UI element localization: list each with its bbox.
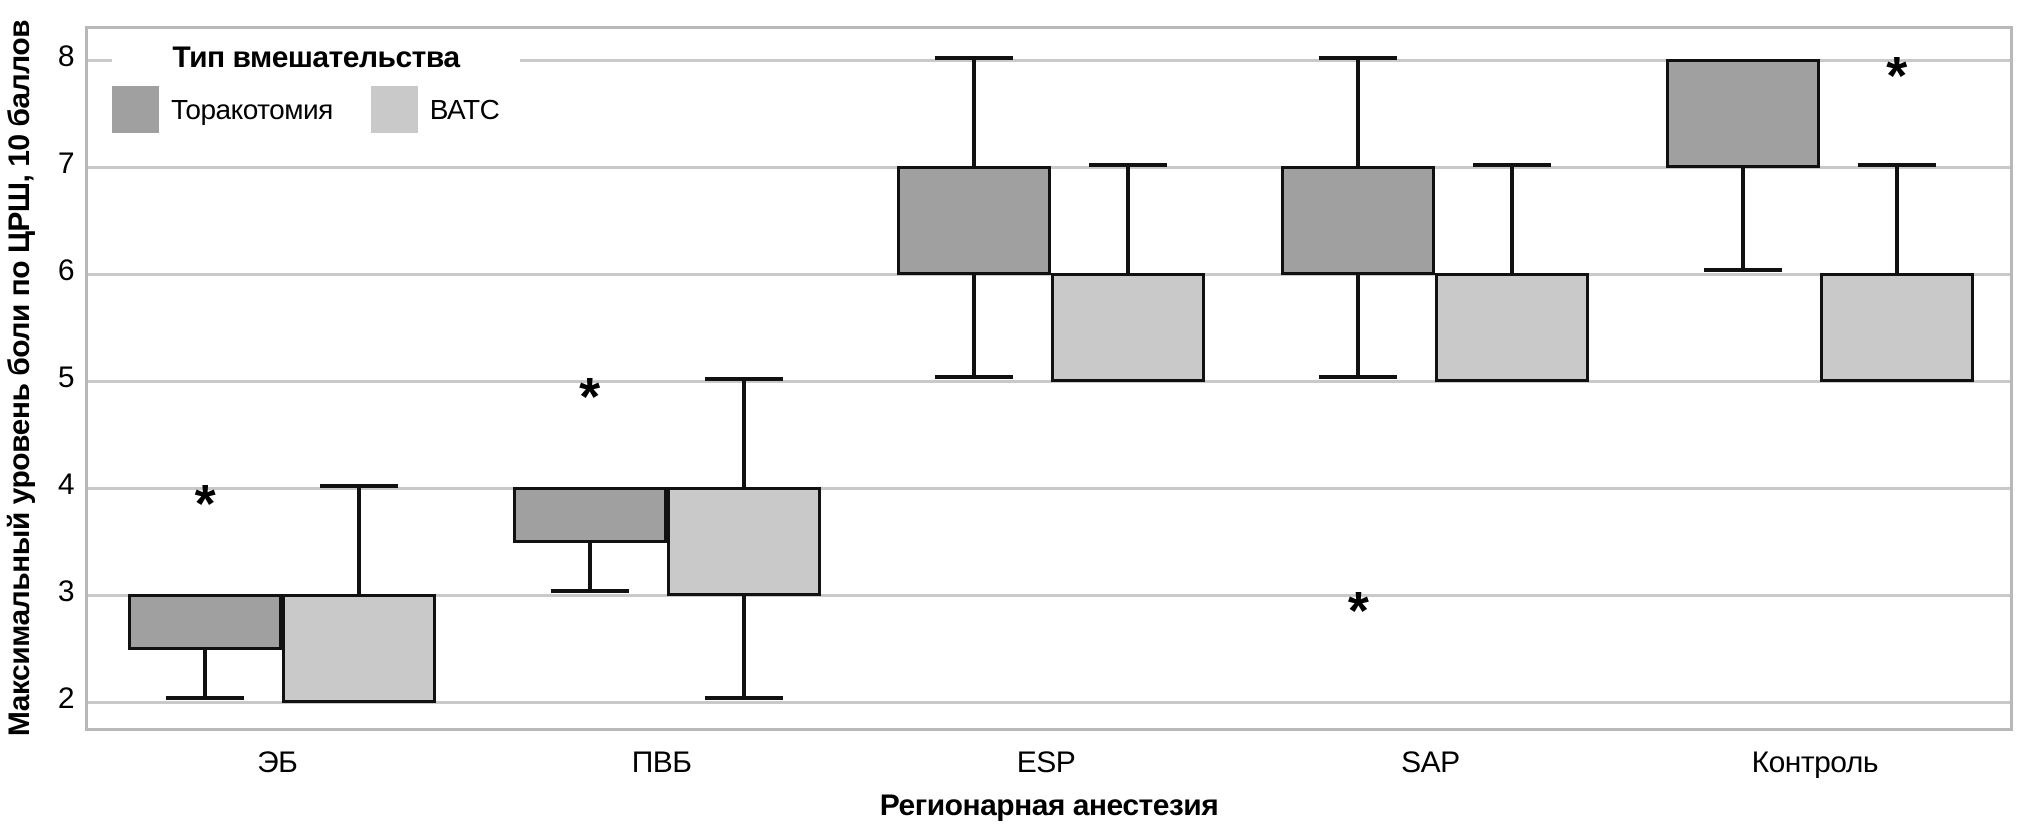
whisker-lower bbox=[203, 648, 208, 698]
outlier-asterisk: * bbox=[579, 367, 601, 427]
x-tick-label-1: ЭБ bbox=[257, 746, 298, 779]
whisker-upper bbox=[1126, 167, 1130, 274]
whisker-cap-upper bbox=[320, 484, 399, 488]
whisker-cap-upper bbox=[1473, 163, 1552, 167]
whisker-cap-upper bbox=[704, 377, 783, 381]
gridline-y-8 bbox=[88, 58, 2010, 62]
legend: Тип вмешательства Торакотомия ВАТС bbox=[112, 34, 520, 141]
y-tick-label-5: 5 bbox=[57, 361, 75, 394]
box-ВАТС-ESP bbox=[1051, 273, 1205, 382]
box-Торакотомия-Контроль bbox=[1665, 59, 1820, 168]
whisker-cap-lower bbox=[550, 589, 629, 593]
y-tick-label-6: 6 bbox=[57, 254, 75, 287]
whisker-upper bbox=[972, 60, 976, 167]
whisker-cap-lower bbox=[1319, 375, 1398, 379]
whisker-upper bbox=[741, 381, 746, 488]
box-ВАТС-ЭБ bbox=[282, 594, 437, 703]
plot-area: * * * * bbox=[85, 26, 2013, 731]
whisker-cap-upper bbox=[935, 56, 1013, 60]
whisker-lower bbox=[972, 274, 976, 377]
gridline-y-4 bbox=[88, 486, 2010, 490]
legend-label-vats: ВАТС bbox=[429, 94, 500, 125]
outlier-asterisk: * bbox=[1886, 46, 1908, 106]
legend-swatch-vats bbox=[370, 86, 418, 133]
whisker-upper bbox=[357, 488, 362, 595]
y-tick-label-8: 8 bbox=[57, 40, 75, 73]
whisker-lower bbox=[1356, 274, 1361, 377]
whisker-cap-upper bbox=[1857, 163, 1936, 167]
legend-swatch-thoracotomy bbox=[112, 86, 159, 133]
whisker-upper bbox=[1894, 167, 1899, 274]
x-axis-title: Регионарная анестезия bbox=[879, 789, 1219, 822]
whisker-cap-upper bbox=[1319, 56, 1398, 60]
box-Торакотомия-SAP bbox=[1281, 166, 1436, 275]
whisker-cap-lower bbox=[935, 375, 1013, 379]
box-ВАТС-Контроль bbox=[1819, 273, 1974, 382]
whisker-upper bbox=[1510, 167, 1515, 274]
x-tick-label-3: ESP bbox=[1016, 746, 1076, 779]
whisker-cap-lower bbox=[166, 696, 245, 700]
legend-row: Торакотомия ВАТС bbox=[112, 86, 520, 133]
y-tick-label-2: 2 bbox=[57, 682, 75, 715]
outlier-asterisk: * bbox=[1347, 581, 1369, 641]
x-tick-label-2: ПВБ bbox=[631, 746, 692, 779]
box-Торакотомия-ЭБ bbox=[128, 594, 283, 650]
whisker-lower bbox=[741, 595, 746, 698]
x-tick-label-5: Контроль bbox=[1751, 746, 1879, 779]
y-axis-title: Максимальный уровень боли по ЦРШ, 10 бал… bbox=[3, 19, 36, 737]
legend-label-thoracotomy: Торакотомия bbox=[171, 94, 333, 125]
whisker-upper bbox=[1356, 60, 1361, 167]
legend-title: Тип вмешательства bbox=[172, 41, 460, 74]
gridline-y-5 bbox=[88, 379, 2010, 383]
whisker-lower bbox=[1740, 167, 1745, 270]
whisker-cap-lower bbox=[1703, 268, 1782, 272]
box-Торакотомия-ПВБ bbox=[512, 487, 667, 543]
whisker-lower bbox=[587, 541, 592, 591]
box-ВАТС-ПВБ bbox=[666, 487, 821, 596]
box-ВАТС-SAP bbox=[1435, 273, 1590, 382]
box-Торакотомия-ESP bbox=[897, 166, 1051, 275]
whisker-cap-upper bbox=[1089, 163, 1167, 167]
y-tick-label-3: 3 bbox=[57, 575, 75, 608]
gridline-y-3 bbox=[88, 593, 2010, 597]
x-tick-label-4: SAP bbox=[1401, 746, 1460, 779]
y-tick-label-7: 7 bbox=[57, 147, 75, 180]
gridline-y-2 bbox=[88, 700, 2010, 704]
y-tick-label-4: 4 bbox=[57, 468, 75, 501]
outlier-asterisk: * bbox=[194, 474, 216, 534]
whisker-cap-lower bbox=[704, 696, 783, 700]
